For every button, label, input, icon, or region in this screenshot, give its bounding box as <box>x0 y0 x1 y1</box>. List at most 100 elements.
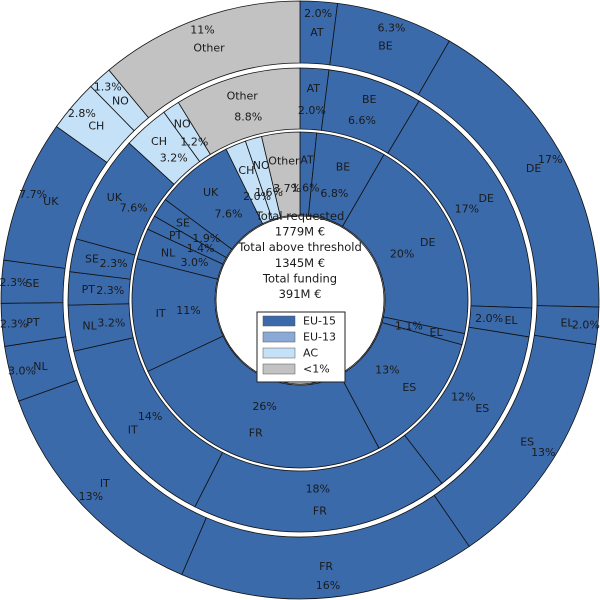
ring-3-pct-label-ch: 2.8% <box>68 107 96 120</box>
ring-2-name-label-el: EL <box>504 314 518 327</box>
ring-1-name-label-de: DE <box>420 236 435 249</box>
ring-2-slice-other <box>177 67 301 155</box>
ring-2-pct-label-be: 6.6% <box>348 114 376 127</box>
ring-1-pct-label-at: 1.6% <box>292 182 320 195</box>
ring-1-pct-label-de: 20% <box>390 248 414 261</box>
legend-label-eu-15: EU-15 <box>303 315 336 328</box>
ring-1-pct-label-nl: 3.0% <box>181 256 209 269</box>
ring-2-pct-label-ch: 3.2% <box>160 152 188 165</box>
legend-label-1: <1% <box>303 363 330 376</box>
ring-1-name-label-ch: CH <box>238 164 254 177</box>
ring-3-pct-label-el: 2.0% <box>572 318 600 331</box>
ring-3-name-label-es: ES <box>520 436 534 449</box>
legend-swatch-eu-13 <box>262 331 296 343</box>
ring-1-name-label-it: IT <box>156 307 166 320</box>
legend: EU-15 EU-13 AC <1% <box>256 311 346 383</box>
ring-3-pct-label-pt: 2.3% <box>0 317 28 330</box>
ring-2-pct-label-es: 12% <box>451 391 475 404</box>
ring-2-pct-label-at: 2.0% <box>298 104 326 117</box>
ring-1-slice-other <box>261 131 301 218</box>
ring-2-name-label-no: NO <box>174 117 191 130</box>
ring-2-pct-label-el: 2.0% <box>475 312 503 325</box>
legend-swatch-1 <box>262 363 296 375</box>
ring-3-pct-label-it: 13% <box>79 490 103 503</box>
ring-2-name-label-pt: PT <box>82 283 96 296</box>
ring-1-name-label-be: BE <box>336 160 351 173</box>
ring-2-pct-label-nl: 3.2% <box>97 317 125 330</box>
ring-1-pct-label-it: 11% <box>176 304 200 317</box>
center-line-1: Total requested <box>255 209 345 223</box>
ring-3-name-label-other: Other <box>193 41 225 54</box>
ring-2-name-label-es: ES <box>475 402 489 415</box>
center-text: Total requested 1779M €Total above thresh… <box>237 209 362 301</box>
ring-1-slice-de <box>341 154 469 335</box>
ring-2-name-label-be: BE <box>362 93 377 106</box>
ring-3-name-label-se: SE <box>26 277 40 290</box>
ring-3-pct-label-es: 13% <box>531 446 555 459</box>
ring-2-name-label-de: DE <box>478 192 493 205</box>
ring-1-pct-label-no: 1.6% <box>255 186 283 199</box>
ring-3-pct-label-other: 11% <box>190 24 214 37</box>
ring-2-name-label-uk: UK <box>107 191 123 204</box>
ring-1-name-label-se: SE <box>176 217 190 230</box>
ring-3-name-label-el: EL <box>560 317 574 330</box>
ring-3-pct-label-fr: 16% <box>316 579 340 592</box>
center-line-6: 391M € <box>279 287 322 301</box>
ring-3-pct-label-no: 1.3% <box>94 80 122 93</box>
ring-1-name-label-no: NO <box>253 159 270 172</box>
ring-3-name-label-de: DE <box>526 162 541 175</box>
ring-3-pct-label-at: 2.0% <box>304 7 332 20</box>
ring-3-slice-other <box>108 0 301 119</box>
center-line-2: 1779M € <box>275 225 325 239</box>
ring-1-pct-label-pt: 1.4% <box>187 242 215 255</box>
ring-1-name-label-pt: PT <box>169 229 183 242</box>
ring-1-name-label-es: ES <box>402 381 416 394</box>
ring-3-name-label-pt: PT <box>26 316 40 329</box>
ring-1-name-label-uk: UK <box>203 186 219 199</box>
ring-1-pct-label-el: 1.1% <box>395 320 423 333</box>
ring-3-name-label-nl: NL <box>33 360 48 373</box>
legend-swatch-eu-15 <box>262 315 296 327</box>
ring-2-pct-label-de: 17% <box>455 203 479 216</box>
ring-3-pct-label-de: 17% <box>538 153 562 166</box>
ring-1-name-label-other: Other <box>268 154 300 167</box>
ring-1-name-label-fr: FR <box>249 426 263 439</box>
ring-3-name-label-no: NO <box>112 95 129 108</box>
ring-2-name-label-other: Other <box>227 90 259 103</box>
ring-3-pct-label-se: 2.3% <box>0 276 27 289</box>
ring-2-name-label-fr: FR <box>313 505 327 518</box>
ring-1-slice-fr <box>147 335 380 469</box>
center-line-3: Total above threshold <box>237 240 362 254</box>
ring-3-pct-label-uk: 7.7% <box>19 188 47 201</box>
ring-1-pct-label-ch: 2.0% <box>243 190 271 203</box>
center-line-5: Total funding <box>262 271 337 285</box>
ring-2-name-label-at: AT <box>307 82 321 95</box>
ring-2-pct-label-other: 8.8% <box>234 111 262 124</box>
ring-1-name-label-at: AT <box>300 154 314 167</box>
ring-2-pct-label-no: 1.2% <box>180 136 208 149</box>
ring-3-name-label-at: AT <box>310 26 324 39</box>
ring-2-name-label-ch: CH <box>151 135 167 148</box>
ring-3-name-label-be: BE <box>378 40 393 53</box>
ring-3-name-label-it: IT <box>100 477 110 490</box>
ring-2-pct-label-fr: 18% <box>306 483 330 496</box>
legend-label-ac: AC <box>303 347 318 360</box>
ring-2-pct-label-se: 2.3% <box>100 257 128 270</box>
center-line-4: 1345M € <box>275 256 325 270</box>
ring-3-name-label-uk: UK <box>43 195 59 208</box>
ring-2-name-label-it: IT <box>128 424 138 437</box>
ring-1-pct-label-uk: 7.6% <box>215 207 243 220</box>
ring-2-pct-label-pt: 2.3% <box>96 284 124 297</box>
ring-1-pct-label-other: 3.7% <box>273 182 301 195</box>
ring-2-pct-label-it: 14% <box>138 410 162 423</box>
ring-3-pct-label-nl: 3.0% <box>8 365 36 378</box>
ring-1-pct-label-se: 1.9% <box>192 232 220 245</box>
legend-label-eu-13: EU-13 <box>303 331 336 344</box>
legend-swatch-ac <box>262 347 296 359</box>
ring-3-name-label-ch: CH <box>88 119 104 132</box>
ring-1-pct-label-fr: 26% <box>252 400 276 413</box>
ring-1-pct-label-es: 13% <box>375 364 399 377</box>
